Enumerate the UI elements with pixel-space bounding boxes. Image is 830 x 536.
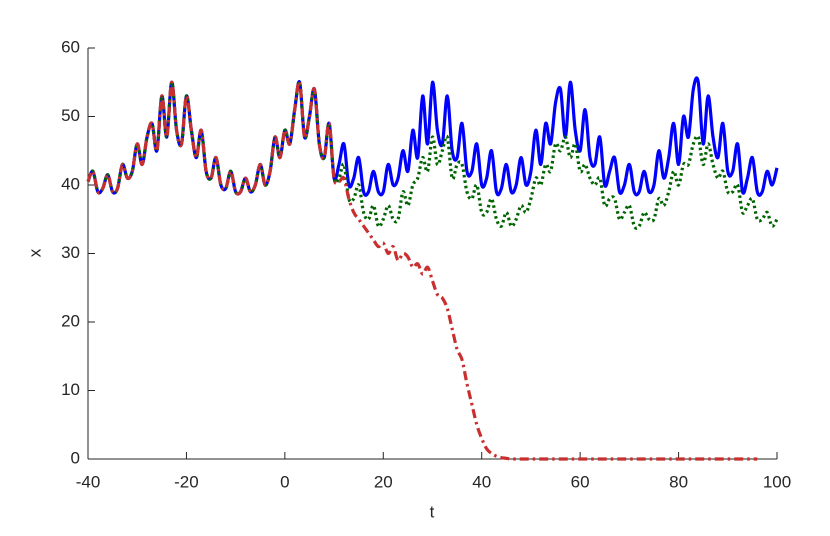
y-tick-label: 40 — [61, 174, 80, 193]
y-tick-label: 10 — [61, 380, 80, 399]
y-tick-label: 20 — [61, 311, 80, 330]
y-tick-label: 0 — [71, 448, 80, 467]
x-tick-label: 0 — [280, 472, 289, 491]
series-line — [86, 80, 758, 461]
y-tick-label: 30 — [61, 243, 80, 262]
x-tick-label: 60 — [571, 472, 590, 491]
x-axis-label: t — [430, 502, 435, 521]
x-tick-label: -20 — [174, 472, 199, 491]
y-tick-label: 50 — [61, 106, 80, 125]
y-tick-label: 60 — [61, 37, 80, 56]
x-tick-label: 40 — [472, 472, 491, 491]
y-axis-label: x — [25, 248, 44, 257]
x-tick-label: -40 — [76, 472, 101, 491]
x-tick-label: 20 — [374, 472, 393, 491]
x-tick-label: 100 — [763, 472, 791, 491]
x-tick-label: 80 — [669, 472, 688, 491]
series-line — [86, 80, 779, 230]
